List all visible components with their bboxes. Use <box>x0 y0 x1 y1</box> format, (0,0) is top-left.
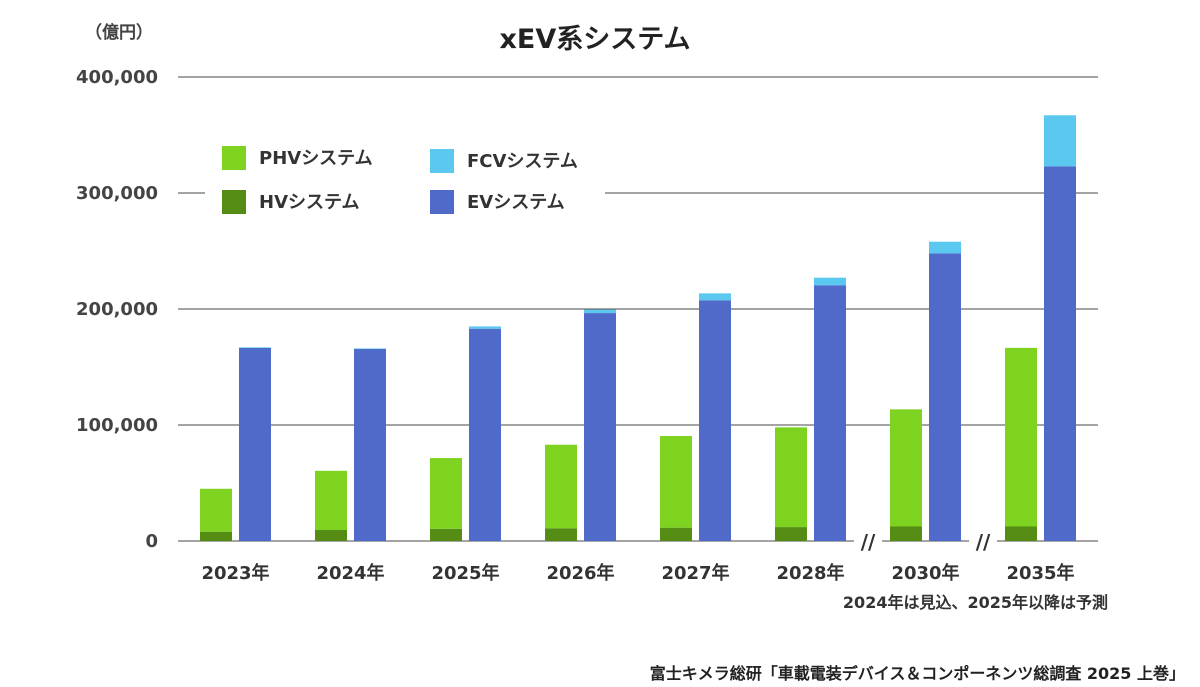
bar-PHVシステム-2026年 <box>545 444 577 529</box>
bar-FCVシステム-2024年 <box>354 348 386 350</box>
bars <box>200 115 1076 541</box>
x-axis-ticks: 2023年 2024年 2025年 2026年 2027年 2028年 2030年 2035年 <box>201 562 1074 584</box>
axis-breaks: // // <box>854 530 997 554</box>
x-tick-label: 2026年 <box>546 562 614 584</box>
x-tick-label: 2028年 <box>776 562 844 584</box>
axis-break-mask <box>854 533 882 549</box>
bar-EVシステム-2026年 <box>584 313 616 541</box>
y-axis-unit: （億円） <box>85 22 153 43</box>
legend-label: PHVシステム <box>259 148 373 169</box>
bar-PHVシステム-2024年 <box>315 470 347 530</box>
bar-PHVシステム-2027年 <box>660 436 692 528</box>
y-tick-label: 100,000 <box>76 415 158 436</box>
bar-EVシステム-2035年 <box>1044 166 1076 541</box>
legend-label: EVシステム <box>467 192 565 213</box>
bar-PHVシステム-2028年 <box>775 427 807 528</box>
y-tick-label: 300,000 <box>76 183 158 204</box>
bar-FCVシステム-2025年 <box>469 326 501 329</box>
y-tick-label: 400,000 <box>76 67 158 88</box>
bar-HVシステム-2025年 <box>430 528 462 541</box>
bar-FCVシステム-2026年 <box>584 309 616 314</box>
bar-EVシステム-2023年 <box>239 347 271 541</box>
source-credit: 富士キメラ総研「車載電装デバイス＆コンポーネンツ総調査 2025 上巻」 <box>650 664 1185 683</box>
bar-FCVシステム-2030年 <box>929 241 961 254</box>
x-tick-label: 2023年 <box>201 562 269 584</box>
bar-HVシステム-2028年 <box>775 527 807 541</box>
y-axis-ticks: 0 100,000 200,000 300,000 400,000 <box>76 67 158 552</box>
y-tick-label: 200,000 <box>76 299 158 320</box>
legend-swatch <box>430 149 454 173</box>
legend-label: FCVシステム <box>467 151 578 172</box>
bar-PHVシステム-2023年 <box>200 488 232 532</box>
y-tick-label: 0 <box>145 531 158 552</box>
legend: PHVシステム FCVシステム HVシステム EVシステム <box>205 128 605 218</box>
bar-HVシステム-2024年 <box>315 529 347 541</box>
forecast-note: 2024年は見込、2025年以降は予測 <box>843 593 1108 612</box>
x-tick-label: 2035年 <box>1006 562 1074 584</box>
bar-FCVシステム-2027年 <box>699 293 731 301</box>
legend-swatch <box>430 190 454 214</box>
legend-swatch <box>222 190 246 214</box>
bar-PHVシステム-2025年 <box>430 458 462 529</box>
bar-EVシステム-2028年 <box>814 285 846 541</box>
x-tick-label: 2027年 <box>661 562 729 584</box>
bar-FCVシステム-2023年 <box>239 347 271 348</box>
bar-PHVシステム-2035年 <box>1005 347 1037 527</box>
x-tick-label: 2024年 <box>316 562 384 584</box>
legend-background <box>205 128 605 218</box>
bar-PHVシステム-2030年 <box>890 409 922 527</box>
bar-FCVシステム-2028年 <box>814 277 846 286</box>
x-tick-label: 2025年 <box>431 562 499 584</box>
bar-FCVシステム-2035年 <box>1044 115 1076 167</box>
axis-break-mask <box>969 533 997 549</box>
bar-EVシステム-2030年 <box>929 253 961 541</box>
legend-swatch <box>222 146 246 170</box>
bar-EVシステム-2024年 <box>354 349 386 541</box>
bar-EVシステム-2027年 <box>699 300 731 541</box>
bar-HVシステム-2035年 <box>1005 526 1037 541</box>
axis-break-mark: // <box>861 530 876 554</box>
bar-EVシステム-2025年 <box>469 328 501 541</box>
axis-break-mark: // <box>976 530 991 554</box>
bar-HVシステム-2026年 <box>545 528 577 541</box>
bar-HVシステム-2030年 <box>890 526 922 541</box>
bar-HVシステム-2023年 <box>200 531 232 541</box>
x-tick-label: 2030年 <box>891 562 959 584</box>
legend-label: HVシステム <box>259 192 359 213</box>
chart-title: xEV系システム <box>500 24 691 55</box>
bar-HVシステム-2027年 <box>660 527 692 541</box>
